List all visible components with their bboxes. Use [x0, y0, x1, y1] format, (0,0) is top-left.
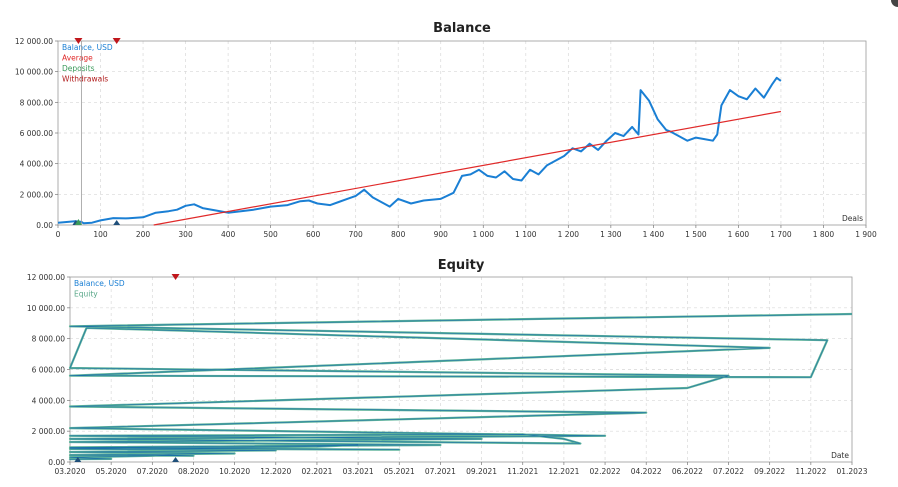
balance-y-tick-label-0: 0.00	[36, 221, 53, 230]
balance-x-axis-label: Deals	[842, 214, 863, 223]
equity-x-tick-label-14: 04.2022	[631, 467, 662, 476]
balance-y-tick-label-6: 12 000.00	[15, 37, 53, 46]
balance-withdrawal-marker-icon-0	[74, 38, 83, 44]
equity-x-axis-label: Date	[831, 451, 849, 460]
equity-y-tick-label-5: 10 000.00	[27, 304, 65, 313]
equity-x-tick-label-19: 01.2023	[836, 467, 867, 476]
equity-y-tick-label-6: 12 000.00	[27, 273, 65, 282]
equity-chart-title: Equity	[438, 258, 485, 273]
balance-x-tick-label-7: 700	[349, 230, 364, 239]
balance-x-tick-label-4: 400	[221, 230, 236, 239]
equity-legend-entry-1: Equity	[74, 290, 98, 299]
balance-withdrawal-marker-icon-1	[112, 38, 121, 44]
equity-series-line-balance-overlay	[69, 313, 853, 460]
equity-x-tick-label-0: 03.2020	[54, 467, 85, 476]
equity-y-tick-label-2: 4 000.00	[32, 396, 66, 405]
balance-y-tick-label-4: 8 000.00	[20, 98, 54, 107]
equity-x-tick-label-12: 12.2021	[548, 467, 579, 476]
balance-x-tick-label-17: 1 700	[770, 230, 792, 239]
equity-x-tick-label-6: 02.2021	[301, 467, 332, 476]
equity-y-tick-label-4: 8 000.00	[32, 335, 66, 344]
balance-x-tick-label-0: 0	[56, 230, 61, 239]
balance-x-tick-label-5: 500	[263, 230, 278, 239]
balance-y-tick-label-3: 6 000.00	[20, 129, 54, 138]
balance-chart: Balance 0.00 2 000.00 4 000.00 6 000.00 8 000…	[15, 21, 877, 239]
equity-x-tick-label-9: 07.2021	[425, 467, 456, 476]
balance-x-tick-label-11: 1 100	[515, 230, 537, 239]
balance-x-tick-label-16: 1 600	[728, 230, 750, 239]
equity-x-tick-label-16: 07.2022	[713, 467, 744, 476]
equity-deposit-marker-icon-0	[74, 457, 82, 462]
equity-x-tick-label-5: 12.2020	[260, 467, 291, 476]
equity-deposit-marker-icon-1	[172, 457, 180, 462]
balance-y-tick-label-5: 10 000.00	[15, 68, 53, 77]
balance-x-tick-label-19: 1 900	[855, 230, 877, 239]
equity-x-tick-label-10: 09.2021	[466, 467, 497, 476]
balance-x-tick-label-3: 300	[178, 230, 193, 239]
equity-y-tick-label-3: 6 000.00	[32, 366, 66, 375]
balance-chart-title: Balance	[433, 21, 491, 36]
balance-y-tick-label-1: 2 000.00	[20, 190, 54, 199]
equity-y-tick-label-0: 0.00	[48, 458, 65, 467]
equity-x-tick-label-3: 08.2020	[178, 467, 209, 476]
balance-legend-entry-3: Withdrawals	[62, 75, 108, 84]
equity-x-tick-label-11: 11.2021	[507, 467, 538, 476]
equity-x-tick-label-4: 10.2020	[219, 467, 250, 476]
equity-x-tick-label-2: 07.2020	[137, 467, 168, 476]
balance-deposit-marker-icon-1	[113, 220, 121, 225]
balance-x-tick-label-1: 100	[93, 230, 108, 239]
balance-x-tick-label-10: 1 000	[473, 230, 495, 239]
balance-x-tick-label-13: 1 300	[600, 230, 622, 239]
equity-chart: Equity 0.00 2 000.00 4 000.00 6 000.00 8 000.…	[27, 258, 868, 476]
equity-withdrawal-marker-icon	[171, 274, 180, 280]
balance-y-tick-label-2: 4 000.00	[20, 160, 54, 169]
equity-x-tick-label-15: 06.2022	[672, 467, 703, 476]
balance-x-tick-label-12: 1 200	[558, 230, 580, 239]
balance-series-line-average	[153, 110, 782, 226]
equity-x-tick-label-17: 09.2022	[754, 467, 785, 476]
equity-x-tick-label-7: 03.2021	[343, 467, 374, 476]
balance-legend-entry-1: Average	[62, 54, 93, 63]
balance-x-tick-label-15: 1 500	[685, 230, 707, 239]
equity-x-tick-label-18: 11.2022	[795, 467, 826, 476]
balance-x-tick-label-6: 600	[306, 230, 321, 239]
equity-x-tick-label-1: 05.2020	[96, 467, 127, 476]
window-corner-icon	[891, 0, 898, 7]
balance-x-tick-label-18: 1 800	[813, 230, 835, 239]
balance-x-tick-label-8: 800	[391, 230, 406, 239]
balance-x-tick-label-9: 900	[434, 230, 449, 239]
balance-legend-entry-0: Balance, USD	[62, 43, 113, 52]
balance-deposit-marker-icon-green	[74, 219, 82, 225]
equity-legend-entry-0: Balance, USD	[74, 279, 125, 288]
equity-x-tick-label-8: 05.2021	[384, 467, 415, 476]
balance-series-line-balance-usd	[57, 76, 782, 225]
equity-x-tick-label-13: 02.2022	[590, 467, 621, 476]
balance-legend-entry-2: Deposits	[62, 64, 95, 73]
balance-x-tick-label-2: 200	[136, 230, 151, 239]
balance-x-tick-label-14: 1 400	[643, 230, 665, 239]
equity-y-tick-label-1: 2 000.00	[32, 427, 66, 436]
